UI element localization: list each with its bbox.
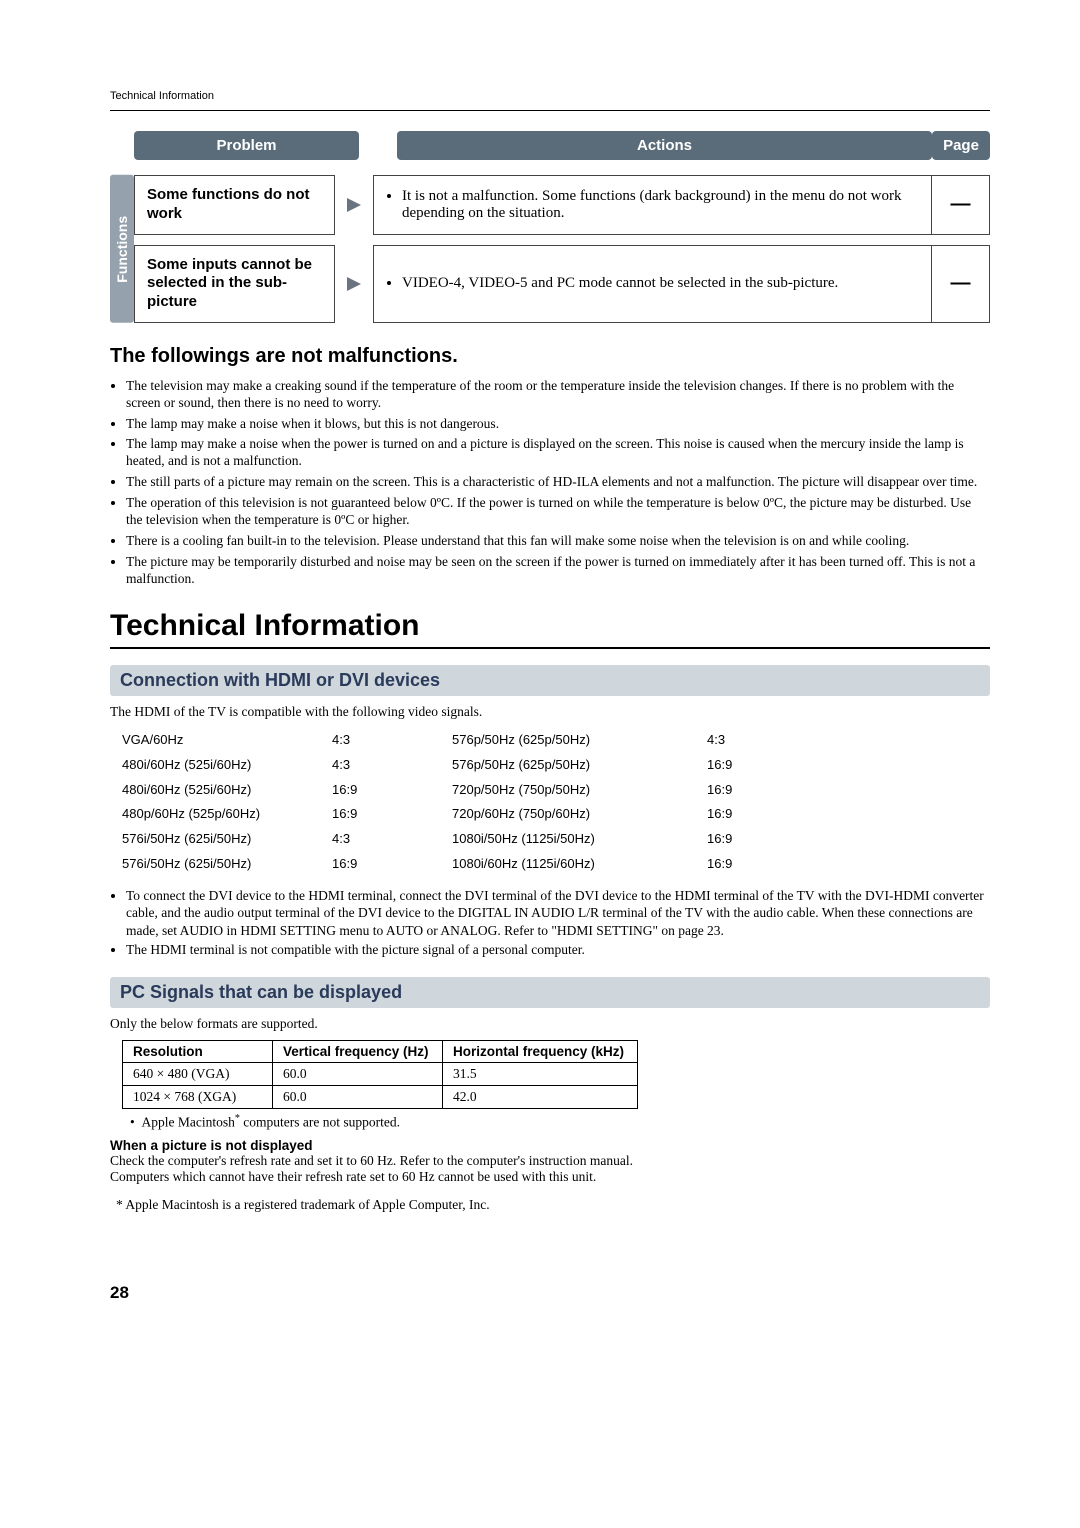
pc-heading: PC Signals that can be displayed	[110, 977, 990, 1008]
problem-cell: Some inputs cannot be selected in the su…	[134, 245, 335, 323]
footnote: * Apple Macintosh is a registered tradem…	[116, 1197, 990, 1213]
action-text: VIDEO-4, VIDEO-5 and PC mode cannot be s…	[402, 275, 838, 292]
header-rule	[110, 110, 990, 111]
pc-table: Resolution Vertical frequency (Hz) Horiz…	[122, 1040, 638, 1109]
table-row: 640 × 480 (VGA) 60.0 31.5	[123, 1062, 638, 1085]
col-vfreq: Vertical frequency (Hz)	[273, 1040, 443, 1062]
table-row: Some functions do not work It is not a m…	[134, 175, 990, 235]
list-item: The picture may be temporarily disturbed…	[126, 554, 990, 588]
table-row: 576i/50Hz (625i/50Hz)16:91080i/60Hz (112…	[122, 852, 990, 877]
table-row: 1024 × 768 (XGA) 60.0 42.0	[123, 1085, 638, 1108]
when-body: Computers which cannot have their refres…	[110, 1169, 990, 1185]
problem-cell: Some functions do not work	[134, 175, 335, 235]
arrow-icon	[335, 245, 373, 323]
page-number: 28	[110, 1283, 990, 1303]
action-text: It is not a malfunction. Some functions …	[402, 188, 917, 222]
when-body: Check the computer's refresh rate and se…	[110, 1153, 990, 1169]
troubleshoot-section: Functions Some functions do not work It …	[110, 175, 990, 323]
problem-header: Problem	[134, 131, 359, 160]
action-cell: It is not a malfunction. Some functions …	[373, 175, 932, 235]
list-item: The HDMI terminal is not compatible with…	[126, 941, 990, 959]
action-cell: VIDEO-4, VIDEO-5 and PC mode cannot be s…	[373, 245, 932, 323]
table-header-row: Resolution Vertical frequency (Hz) Horiz…	[123, 1040, 638, 1062]
list-item: The lamp may make a noise when the power…	[126, 436, 990, 470]
col-hfreq: Horizontal frequency (kHz)	[443, 1040, 638, 1062]
table-row: 480i/60Hz (525i/60Hz)4:3576p/50Hz (625p/…	[122, 753, 990, 778]
list-item: There is a cooling fan built-in to the t…	[126, 533, 990, 550]
followings-title: The followings are not malfunctions.	[110, 345, 990, 368]
side-tab-functions: Functions	[110, 175, 134, 323]
page-header: Technical Information	[110, 90, 990, 102]
list-item: To connect the DVI device to the HDMI te…	[126, 887, 990, 940]
hdmi-notes: To connect the DVI device to the HDMI te…	[110, 887, 990, 959]
tech-info-title: Technical Information	[110, 609, 990, 643]
page-cell: —	[932, 245, 990, 323]
actions-header: Actions	[397, 131, 932, 160]
col-resolution: Resolution	[123, 1040, 273, 1062]
table-row: VGA/60Hz4:3576p/50Hz (625p/50Hz)4:3	[122, 728, 990, 753]
table-row: Some inputs cannot be selected in the su…	[134, 245, 990, 323]
list-item: The television may make a creaking sound…	[126, 378, 990, 412]
apple-note: • Apple Macintosh* computers are not sup…	[130, 1113, 990, 1131]
table-row: 576i/50Hz (625i/50Hz)4:31080i/50Hz (1125…	[122, 827, 990, 852]
page-cell: —	[932, 175, 990, 235]
arrow-icon	[335, 175, 373, 235]
list-item: The operation of this television is not …	[126, 495, 990, 529]
list-item: The lamp may make a noise when it blows,…	[126, 416, 990, 433]
signal-table: VGA/60Hz4:3576p/50Hz (625p/50Hz)4:3 480i…	[122, 728, 990, 876]
table-row: 480p/60Hz (525p/60Hz)16:9720p/60Hz (750p…	[122, 802, 990, 827]
hdmi-heading: Connection with HDMI or DVI devices	[110, 665, 990, 696]
followings-list: The television may make a creaking sound…	[110, 378, 990, 588]
page-header-col: Page	[932, 131, 990, 160]
table-row: 480i/60Hz (525i/60Hz)16:9720p/50Hz (750p…	[122, 778, 990, 803]
list-item: The still parts of a picture may remain …	[126, 474, 990, 491]
table-header-row: Problem Actions Page	[110, 131, 990, 160]
when-title: When a picture is not displayed	[110, 1138, 990, 1153]
hdmi-intro: The HDMI of the TV is compatible with th…	[110, 704, 990, 720]
pc-intro: Only the below formats are supported.	[110, 1016, 990, 1032]
tech-info-rule	[110, 647, 990, 649]
